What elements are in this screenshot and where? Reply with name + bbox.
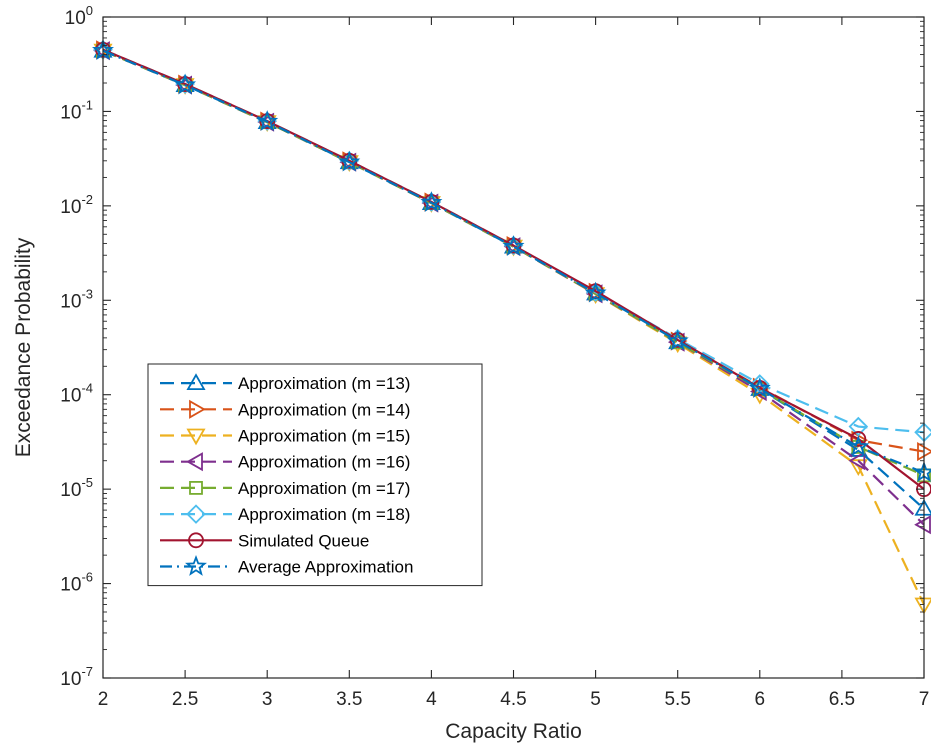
y-tick-label: 10-7 — [60, 664, 93, 690]
x-tick-label: 5.5 — [664, 689, 690, 710]
legend-label: Approximation (m =17) — [238, 479, 410, 498]
y-tick-label: 10-3 — [60, 286, 93, 312]
y-axis-label: Exceedance Probability — [12, 237, 35, 457]
axes-layer: 2 2.5 3 3.5 4 4.5 5 5.5 6 6.5 7 100 10-1 10-2 10-3 10-4… — [12, 3, 929, 743]
x-tick-label: 2.5 — [172, 689, 198, 710]
series-8-point — [338, 150, 361, 172]
series-7-point — [850, 431, 867, 447]
y-tick-label: 10-4 — [60, 381, 93, 407]
legend-marker — [189, 480, 203, 495]
legend-marker — [189, 399, 206, 419]
legend-entry: Approximation (m =15) — [160, 427, 410, 446]
y-tick-label: 100 — [65, 3, 93, 29]
legend-entry: Simulated Queue — [160, 531, 369, 550]
legend-entry: Approximation (m =13) — [160, 373, 410, 393]
legend-entry: Approximation (m =16) — [160, 452, 410, 472]
legend-entry: Approximation (m =17) — [160, 479, 410, 498]
legend-entry: Average Approximation — [160, 554, 413, 577]
series-layer — [92, 39, 931, 615]
x-tick-label: 6 — [755, 689, 766, 710]
legend-marker — [186, 452, 203, 472]
legend-label: Simulated Queue — [238, 531, 369, 550]
legend-box — [147, 363, 483, 587]
legend-marker — [186, 504, 206, 524]
series-8 — [92, 39, 931, 482]
series-4-point — [848, 451, 866, 471]
series-6-point — [848, 416, 869, 437]
x-tick-label: 2 — [98, 689, 109, 710]
series-8-point — [256, 110, 279, 131]
y-tick-label: 10-5 — [60, 475, 93, 501]
series-8-point — [584, 281, 607, 303]
x-tick-label: 3 — [262, 689, 273, 710]
x-tick-label: 4 — [426, 689, 437, 710]
series-6-point — [585, 282, 606, 302]
series-2-point — [917, 442, 931, 462]
y-tick-label: 10-2 — [60, 192, 93, 218]
legend-label: Average Approximation — [238, 558, 413, 577]
x-tick-label: 4.5 — [500, 689, 526, 710]
legend-marker — [188, 532, 204, 549]
legend: Approximation (m =13) Approximation (m =1… — [147, 363, 483, 587]
series-8-point — [748, 377, 771, 398]
series-8-point — [174, 73, 197, 95]
legend-marker — [185, 554, 207, 576]
x-axis-label: Capacity Ratio — [445, 720, 582, 743]
y-tick-label: 10-6 — [60, 570, 93, 596]
x-tick-label: 7 — [919, 689, 930, 710]
x-tick-label: 6.5 — [829, 689, 855, 710]
legend-label: Approximation (m =16) — [238, 453, 410, 472]
series-4-point — [914, 515, 931, 535]
series-8-point — [847, 435, 870, 457]
y-tick-label: 10-1 — [60, 97, 93, 123]
legend-label: Approximation (m =13) — [238, 374, 410, 393]
series-8-point — [666, 329, 689, 351]
legend-label: Approximation (m =18) — [238, 505, 410, 524]
x-tick-label: 3.5 — [336, 689, 362, 710]
x-tick-label: 5 — [590, 689, 601, 710]
series-8-point — [502, 235, 525, 256]
legend-label: Approximation (m =14) — [238, 400, 410, 419]
legend-entry: Approximation (m =14) — [160, 399, 410, 419]
legend-marker — [186, 373, 206, 391]
series-8-point — [420, 191, 443, 213]
series-8-line — [102, 49, 925, 474]
legend-marker — [186, 428, 206, 446]
legend-entry: Approximation (m =18) — [160, 504, 410, 524]
legend-label: Approximation (m =15) — [238, 427, 410, 446]
